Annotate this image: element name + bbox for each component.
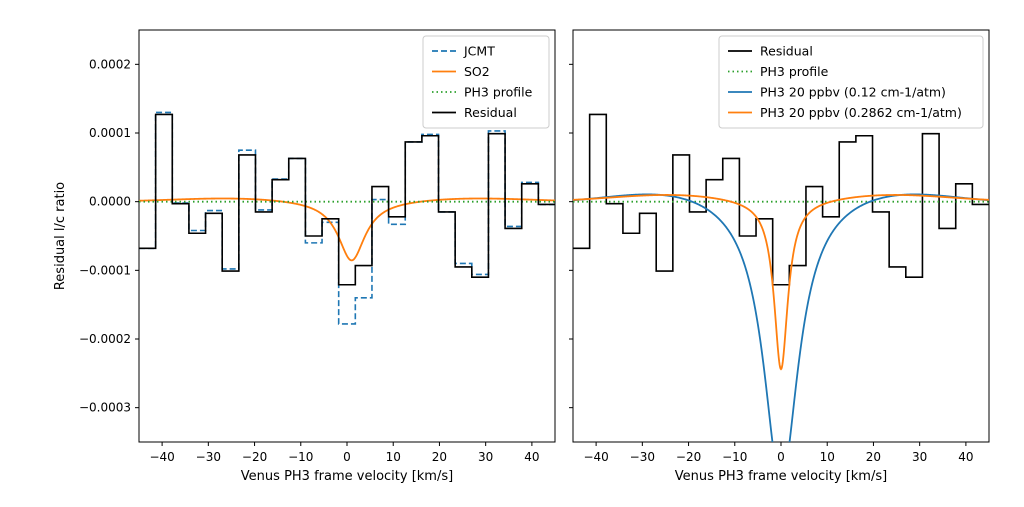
right-panel: −40 −30 −20 −10 0 10 20 30 40 Venus PH3 frame ve… xyxy=(569,29,990,484)
legend: Residual PH3 profile PH3 20 ppbv (0.12 cm-… xyxy=(718,35,984,129)
legend-label-ph3-profile: PH3 profile xyxy=(760,64,829,79)
series-ph3-20-ppbv-0-12-cm-1-atm xyxy=(573,193,989,442)
series-ph3-20-ppbv-0-2862-cm-1-atm xyxy=(573,194,989,371)
x-tick-label: 30 xyxy=(478,450,493,464)
x-tick-label: −20 xyxy=(676,450,701,464)
x-axis-label: Venus PH3 frame velocity [km/s] xyxy=(241,469,453,484)
x-tick-label: 10 xyxy=(386,450,401,464)
x-tick-label: 10 xyxy=(820,450,835,464)
left-panel: −40 −30 −20 −10 0 10 20 30 40 0.0002 0.0001 0.0000… xyxy=(53,29,556,484)
x-tick-label: 20 xyxy=(866,450,881,464)
x-tick-label: 0 xyxy=(777,450,785,464)
legend-label-so2: SO2 xyxy=(464,64,490,79)
series-so2 xyxy=(139,197,555,262)
y-tick-label: −0.0001 xyxy=(79,263,131,277)
x-tick-label: −30 xyxy=(630,450,655,464)
legend-label-residual: Residual xyxy=(464,105,517,120)
x-tick-label: 40 xyxy=(958,450,973,464)
x-tick-label: −30 xyxy=(196,450,221,464)
legend-box xyxy=(718,35,984,129)
x-tick-label: 30 xyxy=(912,450,927,464)
legend-label-ph3-profile: PH3 profile xyxy=(464,85,533,100)
y-tick-label: −0.0003 xyxy=(79,401,131,415)
legend-box xyxy=(422,35,550,129)
legend-label-jcmt: JCMT xyxy=(463,44,495,59)
y-tick-label: 0.0001 xyxy=(89,126,131,140)
x-tick-label: 20 xyxy=(432,450,447,464)
x-tick-label: 40 xyxy=(524,450,539,464)
x-tick-label: −20 xyxy=(242,450,267,464)
x-tick-label: 0 xyxy=(343,450,351,464)
y-axis-label: Residual l/c ratio xyxy=(53,182,68,290)
legend-label-ph3-20-ppbv-0-12-cm-1-atm: PH3 20 ppbv (0.12 cm-1/atm) xyxy=(760,85,946,100)
y-tick-label: −0.0002 xyxy=(79,332,131,346)
series-jcmt xyxy=(139,111,555,325)
legend-label-residual: Residual xyxy=(760,44,813,59)
x-axis-label: Venus PH3 frame velocity [km/s] xyxy=(675,469,887,484)
y-tick-label: 0.0002 xyxy=(89,57,131,71)
y-tick-label: 0.0000 xyxy=(89,195,131,209)
series-residual xyxy=(573,113,989,286)
legend-label-ph3-20-ppbv-0-2862-cm-1-atm: PH3 20 ppbv (0.2862 cm-1/atm) xyxy=(760,105,962,120)
series-residual xyxy=(139,113,555,286)
legend: JCMT SO2 PH3 profile Residual xyxy=(422,35,550,129)
x-tick-label: −10 xyxy=(722,450,747,464)
x-tick-label: −10 xyxy=(288,450,313,464)
x-tick-label: −40 xyxy=(149,450,174,464)
x-tick-label: −40 xyxy=(583,450,608,464)
